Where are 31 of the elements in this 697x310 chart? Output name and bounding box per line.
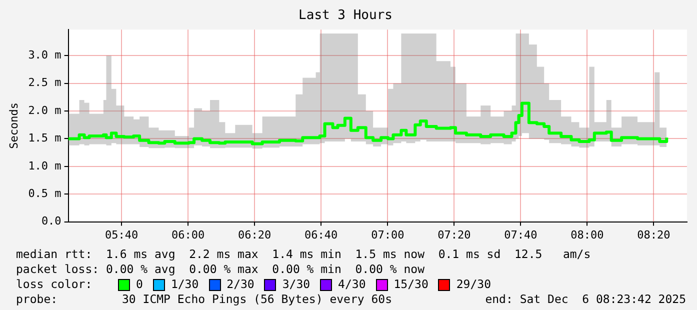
x-tick-label: 06:00 [171,228,205,242]
y-axis-title: Seconds [7,102,20,149]
text: 1/30 [170,277,199,292]
text: 30 ICMP Echo Pings (56 Bytes) every 60s [122,292,394,307]
text: 15/30 [394,277,428,292]
text: 0 [136,277,143,292]
text: end: Sat Dec 6 08:23:42 2025 [485,292,686,307]
y-tick-label: 2.0 m [28,104,62,117]
text: packet loss: 0.00 % avg 0.00 % max 0.00 % min 0.00 % now [16,262,424,277]
x-tick-label: 06:40 [304,228,338,242]
y-tick-label: 1.5 m [28,132,62,145]
text: loss color: [16,277,94,292]
chart-title: Last 3 Hours [298,8,392,24]
y-tick-label: 2.5 m [28,76,62,90]
y-tick-label: 3.0 m [28,48,62,62]
x-tick-label: 07:20 [438,228,471,242]
x-tick-label: 08:20 [637,228,670,242]
x-tick-label: 08:00 [570,228,604,242]
text: probe: [16,292,59,307]
y-tick-label: 1.0 m [28,159,62,172]
x-tick-label: 05:40 [104,228,138,242]
text: 3/30 [282,277,310,292]
y-tick-label: 0.0 [41,214,62,228]
x-tick-label: 07:40 [504,228,538,242]
text: 4/30 [338,277,366,292]
x-tick-label: 06:20 [238,228,272,242]
x-tick-label: 07:00 [371,228,404,242]
text: 29/30 [456,277,491,292]
text: median rtt: 1.6 ms avg 2.2 ms max 1.4 ms min 1.5 ms now 0.1 ms sd 12.5 am/s [16,247,591,262]
y-tick-label: 0.5 m [28,186,62,200]
text: 2/30 [226,277,254,292]
